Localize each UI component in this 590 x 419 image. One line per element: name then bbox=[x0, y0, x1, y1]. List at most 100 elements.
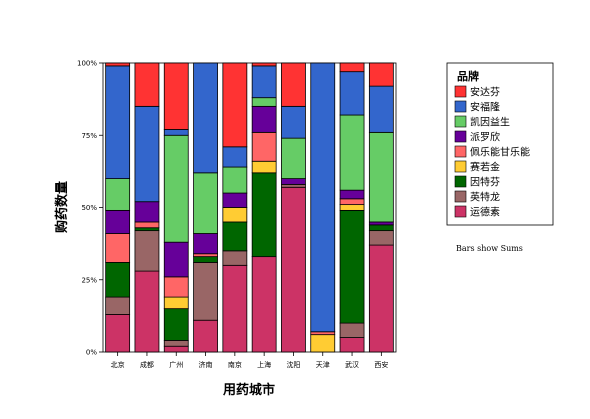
legend-title: 品牌 bbox=[457, 69, 479, 83]
bar-segment bbox=[368, 244, 394, 353]
bar-segment bbox=[368, 221, 394, 226]
bar-segment bbox=[193, 256, 218, 263]
bar-segment bbox=[281, 105, 306, 139]
legend-label: 因特芬 bbox=[470, 177, 500, 189]
bar-segment bbox=[134, 201, 160, 223]
x-tick-label: 沈阳 bbox=[286, 360, 300, 369]
x-tick-label: 武汉 bbox=[345, 360, 359, 369]
bar-segment bbox=[193, 233, 218, 255]
bar-segment bbox=[368, 62, 394, 87]
bar-segment bbox=[339, 337, 365, 353]
bar-segment bbox=[105, 178, 131, 211]
chart-note: Bars show Sums bbox=[456, 244, 523, 253]
bar-segment bbox=[163, 129, 189, 136]
y-tick-label: 100% bbox=[77, 60, 97, 68]
bar-segment bbox=[251, 256, 277, 353]
x-tick-label: 北京 bbox=[111, 360, 125, 369]
bar-segment bbox=[193, 62, 218, 174]
bar-segment bbox=[251, 65, 277, 99]
bar-segment bbox=[368, 85, 394, 133]
bar-segment bbox=[251, 172, 277, 258]
x-tick-label: 上海 bbox=[257, 360, 271, 369]
legend-label: 凯因益生 bbox=[470, 116, 510, 129]
bar-segment bbox=[105, 209, 131, 234]
legend-label: 英特龙 bbox=[470, 191, 500, 204]
bar-segment bbox=[134, 230, 160, 272]
bar-segment bbox=[222, 221, 248, 252]
y-tick-label: 50% bbox=[81, 204, 97, 212]
bar-segment bbox=[281, 62, 306, 107]
y-axis-ticks: 0% 25% 50% 75% 100% bbox=[77, 60, 103, 357]
bar-segment bbox=[339, 62, 365, 73]
bar-segment bbox=[105, 65, 131, 179]
bar-segment bbox=[310, 331, 336, 336]
x-tick-label: 南京 bbox=[228, 360, 242, 369]
bar-segment bbox=[281, 178, 306, 185]
bar-segment bbox=[193, 262, 218, 321]
bar-segment bbox=[105, 314, 131, 353]
bar-segment bbox=[134, 227, 160, 232]
bar-segment bbox=[310, 62, 336, 333]
bar-segment bbox=[134, 221, 160, 229]
legend-label: 赛若金 bbox=[470, 161, 500, 174]
legend-swatch bbox=[454, 190, 467, 203]
bar-segment bbox=[281, 137, 306, 179]
y-tick-label: 25% bbox=[81, 276, 97, 284]
x-tick-label: 西安 bbox=[374, 360, 388, 369]
bar-segment bbox=[251, 160, 277, 174]
bar-segment bbox=[193, 319, 218, 353]
y-axis-title: 购药数量 bbox=[54, 181, 70, 233]
bar-segment bbox=[251, 97, 277, 107]
legend-swatch bbox=[454, 175, 467, 188]
bar-segment bbox=[193, 253, 218, 258]
bar-segment bbox=[368, 131, 394, 223]
bar-segment bbox=[222, 192, 248, 208]
bar-segment bbox=[134, 62, 160, 107]
bar-segment bbox=[193, 172, 218, 234]
y-tick-label: 75% bbox=[81, 132, 97, 140]
bar-segment bbox=[105, 62, 131, 67]
x-tick-label: 济南 bbox=[199, 360, 213, 369]
bar-segment bbox=[310, 334, 336, 353]
bar-segment bbox=[134, 270, 160, 353]
legend-swatch bbox=[454, 160, 467, 173]
bar-segment bbox=[163, 241, 189, 278]
bar-segment bbox=[339, 189, 365, 200]
x-tick-label: 广州 bbox=[169, 360, 183, 369]
bar-segment bbox=[339, 71, 365, 116]
bar-segment bbox=[222, 264, 248, 353]
legend-swatch bbox=[454, 85, 467, 98]
legend-swatch bbox=[454, 205, 467, 218]
bar-segment bbox=[251, 131, 277, 162]
y-tick-label: 0% bbox=[86, 349, 97, 357]
bar-segment bbox=[163, 340, 189, 347]
bar-segment bbox=[163, 308, 189, 341]
legend-label: 安达芬 bbox=[470, 86, 500, 99]
bar-segment bbox=[105, 233, 131, 263]
bar-segment bbox=[163, 345, 189, 353]
x-tick-label: 天津 bbox=[316, 361, 330, 369]
bar-segment bbox=[222, 166, 248, 194]
bar-segment bbox=[339, 198, 365, 206]
bar-segment bbox=[251, 105, 277, 133]
bar-segment bbox=[134, 105, 160, 203]
bar-segment bbox=[163, 62, 189, 130]
bar-segment bbox=[368, 224, 394, 232]
bar-segment bbox=[222, 146, 248, 168]
legend-label: 佩乐能甘乐能 bbox=[470, 146, 530, 159]
legend-swatch bbox=[454, 130, 467, 143]
bar-segment bbox=[281, 183, 306, 188]
x-axis-ticks: 北京 成都 广州 济南 南京 上海 沈阳 天津 武汉 西安 bbox=[111, 352, 388, 369]
bar-segment bbox=[222, 62, 248, 148]
bar-segment bbox=[339, 204, 365, 211]
bar-segment bbox=[281, 186, 306, 353]
legend-swatch bbox=[454, 100, 467, 113]
x-axis-title: 用药城市 bbox=[222, 382, 275, 398]
bars-layer bbox=[105, 62, 394, 353]
x-tick-label: 成都 bbox=[140, 360, 154, 369]
bar-segment bbox=[222, 250, 248, 266]
bar-segment bbox=[163, 134, 189, 243]
legend-label: 运德素 bbox=[470, 206, 500, 219]
